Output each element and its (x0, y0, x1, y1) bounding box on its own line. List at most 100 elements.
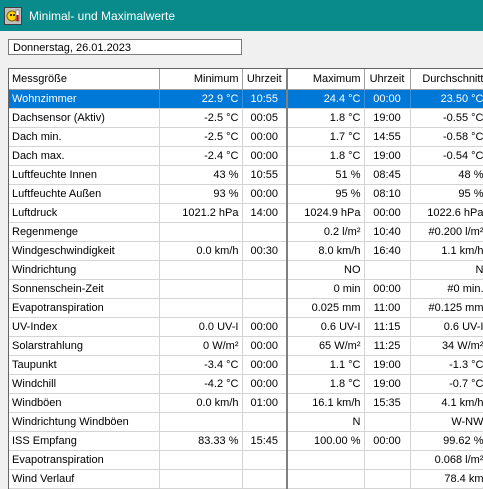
max-value: 8.0 km/h (287, 241, 365, 261)
max-time (364, 469, 411, 489)
average-value: -1.3 °C (410, 355, 483, 375)
row-label: Taupunkt (9, 355, 160, 375)
values-table[interactable]: Messgröße Minimum Uhrzeit Maximum Uhrzei… (8, 68, 483, 489)
max-value: 1.8 °C (287, 146, 365, 166)
min-time (242, 279, 288, 299)
min-value: -2.5 °C (159, 108, 243, 128)
column-header-max-time[interactable]: Uhrzeit (364, 69, 411, 90)
table-row[interactable]: Luftdruck 1021.2 hPa 14:00 1024.9 hPa 00:00 1… (9, 203, 483, 223)
row-label: Luftdruck (9, 203, 160, 223)
table-row[interactable]: Regenmenge 0.2 l/m² 10:40 #0.200 l/m² (9, 222, 483, 242)
min-time: 10:55 (242, 89, 288, 109)
column-header-messgroesse[interactable]: Messgröße (9, 69, 160, 90)
average-value: 78.4 km (410, 469, 483, 489)
min-time: 00:00 (242, 336, 288, 356)
min-value: 43 % (159, 165, 243, 185)
max-time: 00:00 (364, 203, 411, 223)
max-time: 08:45 (364, 165, 411, 185)
min-time (242, 412, 288, 432)
column-header-maximum[interactable]: Maximum (287, 69, 365, 90)
table-row[interactable]: UV-Index 0.0 UV-I 00:00 0.6 UV-I 11:15 0.6 UV… (9, 317, 483, 337)
min-time: 00:30 (242, 241, 288, 261)
max-time: 11:25 (364, 336, 411, 356)
min-value: 0.0 km/h (159, 393, 243, 413)
title-bar[interactable]: Minimal- und Maximalwerte (0, 0, 483, 31)
average-value: -0.55 °C (410, 108, 483, 128)
table-row[interactable]: Windchill -4.2 °C 00:00 1.8 °C 19:00 -0.7 °C (9, 374, 483, 394)
table-row[interactable]: ISS Empfang 83.33 % 15:45 100.00 % 00:00 99.6… (9, 431, 483, 451)
average-value: #0.200 l/m² (410, 222, 483, 242)
row-label: Regenmenge (9, 222, 160, 242)
max-time: 11:00 (364, 298, 411, 318)
average-value: 34 W/m² (410, 336, 483, 356)
average-value: N (410, 260, 483, 280)
min-value (159, 469, 243, 489)
table-row[interactable]: Luftfeuchte Außen 93 % 00:00 95 % 08:10 95 % (9, 184, 483, 204)
column-header-average[interactable]: Durchschnitt (410, 69, 483, 90)
min-time: 00:00 (242, 127, 288, 147)
min-time: 14:00 (242, 203, 288, 223)
window-title: Minimal- und Maximalwerte (29, 8, 176, 23)
min-time: 00:00 (242, 374, 288, 394)
average-value: 99.62 % (410, 431, 483, 451)
min-time (242, 260, 288, 280)
row-label: Dachsensor (Aktiv) (9, 108, 160, 128)
average-value: 1022.6 hPa (410, 203, 483, 223)
date-field[interactable]: Donnerstag, 26.01.2023 (8, 39, 242, 55)
row-label: Windrichtung (9, 260, 160, 280)
row-label: Windgeschwindigkeit (9, 241, 160, 261)
row-label: Luftfeuchte Innen (9, 165, 160, 185)
average-value: 48 % (410, 165, 483, 185)
table-row[interactable]: Evapotranspiration 0.068 l/m² (9, 450, 483, 470)
max-value: 0.025 mm (287, 298, 365, 318)
max-time: 00:00 (364, 89, 411, 109)
average-value: 95 % (410, 184, 483, 204)
max-value (287, 450, 365, 470)
table-row[interactable]: Dach max. -2.4 °C 00:00 1.8 °C 19:00 -0.54 °C (9, 146, 483, 166)
column-header-min-time[interactable]: Uhrzeit (242, 69, 288, 90)
average-value: 1.1 km/h (410, 241, 483, 261)
table-row[interactable]: Sonnenschein-Zeit 0 min 00:00 #0 min. (9, 279, 483, 299)
min-value: -2.4 °C (159, 146, 243, 166)
table-row[interactable]: Wohnzimmer 22.9 °C 10:55 24.4 °C 00:00 23.50 … (9, 89, 483, 109)
row-label: Solarstrahlung (9, 336, 160, 356)
max-value: 95 % (287, 184, 365, 204)
table-header-row: Messgröße Minimum Uhrzeit Maximum Uhrzei… (9, 69, 483, 90)
table-row[interactable]: Taupunkt -3.4 °C 00:00 1.1 °C 19:00 -1.3 °C (9, 355, 483, 375)
min-value: -3.4 °C (159, 355, 243, 375)
min-value: 83.33 % (159, 431, 243, 451)
row-label: UV-Index (9, 317, 160, 337)
max-value: 1024.9 hPa (287, 203, 365, 223)
table-row[interactable]: Solarstrahlung 0 W/m² 00:00 65 W/m² 11:25 34 … (9, 336, 483, 356)
average-value: #0 min. (410, 279, 483, 299)
table-row[interactable]: Dachsensor (Aktiv) -2.5 °C 00:05 1.8 °C 19:0… (9, 108, 483, 128)
table-row[interactable]: Windrichtung Windböen N W-NW (9, 412, 483, 432)
max-value: 1.7 °C (287, 127, 365, 147)
table-row[interactable]: Windböen 0.0 km/h 01:00 16.1 km/h 15:35 4.1 k… (9, 393, 483, 413)
max-time: 19:00 (364, 146, 411, 166)
row-label: Evapotranspiration (9, 298, 160, 318)
min-value (159, 412, 243, 432)
table-row[interactable]: Evapotranspiration 0.025 mm 11:00 #0.125 mm (9, 298, 483, 318)
row-label: Wohnzimmer (9, 89, 160, 109)
row-label: Dach max. (9, 146, 160, 166)
max-time: 16:40 (364, 241, 411, 261)
min-value: -4.2 °C (159, 374, 243, 394)
min-value: 93 % (159, 184, 243, 204)
table-row[interactable]: Windgeschwindigkeit 0.0 km/h 00:30 8.0 km/h… (9, 241, 483, 261)
max-value: 0.6 UV-I (287, 317, 365, 337)
max-value: 16.1 km/h (287, 393, 365, 413)
table-row[interactable]: Dach min. -2.5 °C 00:00 1.7 °C 14:55 -0.58 °C (9, 127, 483, 147)
max-time (364, 260, 411, 280)
table-row[interactable]: Wind Verlauf 78.4 km (9, 469, 483, 489)
max-value: 51 % (287, 165, 365, 185)
column-header-minimum[interactable]: Minimum (159, 69, 243, 90)
min-time: 00:00 (242, 146, 288, 166)
table-row[interactable]: Luftfeuchte Innen 43 % 10:55 51 % 08:45 48 % (9, 165, 483, 185)
min-value (159, 260, 243, 280)
average-value: -0.54 °C (410, 146, 483, 166)
max-time: 11:15 (364, 317, 411, 337)
min-time (242, 469, 288, 489)
table-row[interactable]: Windrichtung NO N (9, 260, 483, 280)
max-time: 00:00 (364, 279, 411, 299)
